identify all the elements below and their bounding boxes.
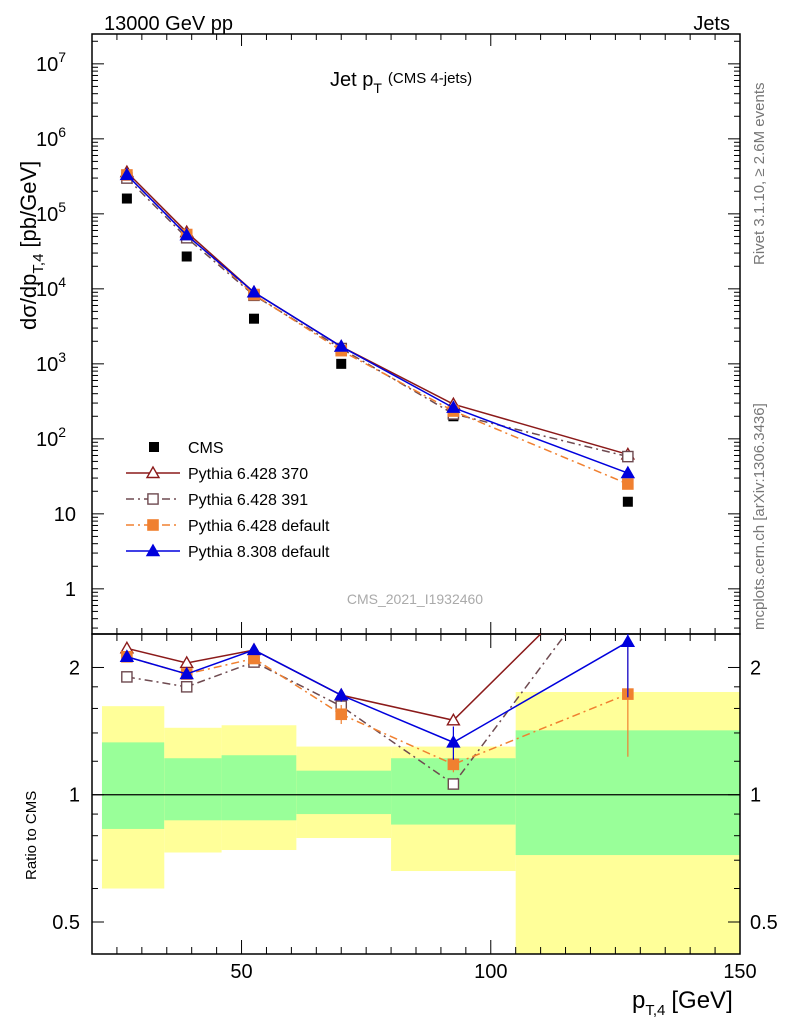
ratio-panel: 0.5 0.5 1 1 2 2 50 100 150 [52,633,778,983]
x-tick-label: 100 [474,961,507,983]
ratio-marker-p8 [246,642,262,656]
cms-data-point [622,496,633,507]
legend-label-p391: Pythia 6.428 391 [188,492,308,509]
ratio-panel-series [119,633,636,790]
main-y-tick-label: 103 [36,349,66,376]
ratio-marker-p391 [447,778,460,790]
header-category-label: Jets [693,13,730,35]
band-green [221,755,297,821]
main-y-tick-label: 104 [36,274,66,301]
series-marker-p8 [119,167,135,181]
ratio-y-tick-label: 0.5 [52,912,80,934]
cms-data-point [249,313,259,324]
x-axis-label: pT,4 [GeV] [632,987,733,1019]
band-green [296,770,392,815]
series-line-p391 [126,177,629,458]
ratio-y-axis-label: Ratio to CMS [23,791,40,880]
main-panel-series [119,164,636,507]
header-energy-label: 13000 GeV pp [104,13,233,35]
ratio-marker-p370 [446,712,461,726]
ratio-marker-p8 [119,649,135,662]
series-marker-p8 [446,400,461,413]
ratio-line-p391 [126,633,567,786]
legend-label-pdef: Pythia 6.428 default [188,518,330,535]
legend-label-cms: CMS [188,440,224,457]
main-y-tick-label: 1 [65,579,76,601]
cms-data-point [181,251,192,262]
ratio-line-p8 [126,641,629,744]
main-y-tick-label: 107 [36,49,66,76]
series-marker-p391 [622,450,634,463]
ratio-marker-pdef [447,758,460,771]
legend-marker-cms [149,442,159,452]
ratio-line-pdef [126,656,629,766]
ratio-marker-p391 [121,671,133,683]
main-y-tick-label: 10 [54,504,76,526]
x-tick-label: 50 [230,961,252,983]
ratio-y-tick-label-right: 0.5 [750,912,778,934]
legend: CMS Pythia 6.428 370 Pythia 6.428 391 Pythi… [126,440,330,561]
ratio-marker-p8 [179,666,194,680]
band-green [164,758,222,821]
legend-label-p370: Pythia 6.428 370 [188,466,308,483]
series-line-pdef [126,174,629,485]
ratio-marker-pdef [335,708,348,721]
plot-title: Jet pT(CMS 4-jets) [330,69,472,96]
series-line-p8 [126,174,629,474]
legend-marker-pdef [147,519,159,531]
series-marker-p8 [334,339,349,352]
ratio-marker-p8 [334,687,349,701]
ratio-y-tick-label: 2 [69,657,80,679]
ratio-y-tick-label-right: 2 [750,657,761,679]
ratio-marker-p8 [446,734,461,748]
cms-data-point [121,193,132,204]
series-marker-pdef [622,478,634,490]
rivet-version-label: Rivet 3.1.10, ≥ 2.6M events [751,83,768,266]
series-marker-p8 [179,227,194,241]
ratio-y-tick-label-right: 1 [750,785,761,807]
legend-marker-p8 [145,543,161,557]
main-y-tick-label: 102 [36,424,66,451]
analysis-watermark: CMS_2021_I1932460 [347,591,483,607]
legend-label-p8: Pythia 8.308 default [188,544,330,561]
ratio-marker-p391 [180,681,193,693]
x-tick-label: 150 [723,961,756,983]
main-y-tick-label: 106 [36,124,66,151]
series-marker-p8 [246,284,262,298]
cms-data-point [336,358,347,369]
main-y-axis-label: dσ/dpT,4[pb/GeV] [16,161,47,330]
ratio-y-tick-label: 1 [69,785,80,807]
legend-marker-p370 [145,465,161,479]
legend-marker-p391 [147,493,159,505]
band-green [101,742,165,829]
series-marker-p8 [620,465,636,479]
main-y-tick-label: 105 [36,199,66,226]
mcplots-label: mcplots.cern.ch [arXiv:1306.3436] [751,403,768,630]
ratio-marker-p8 [620,634,636,648]
